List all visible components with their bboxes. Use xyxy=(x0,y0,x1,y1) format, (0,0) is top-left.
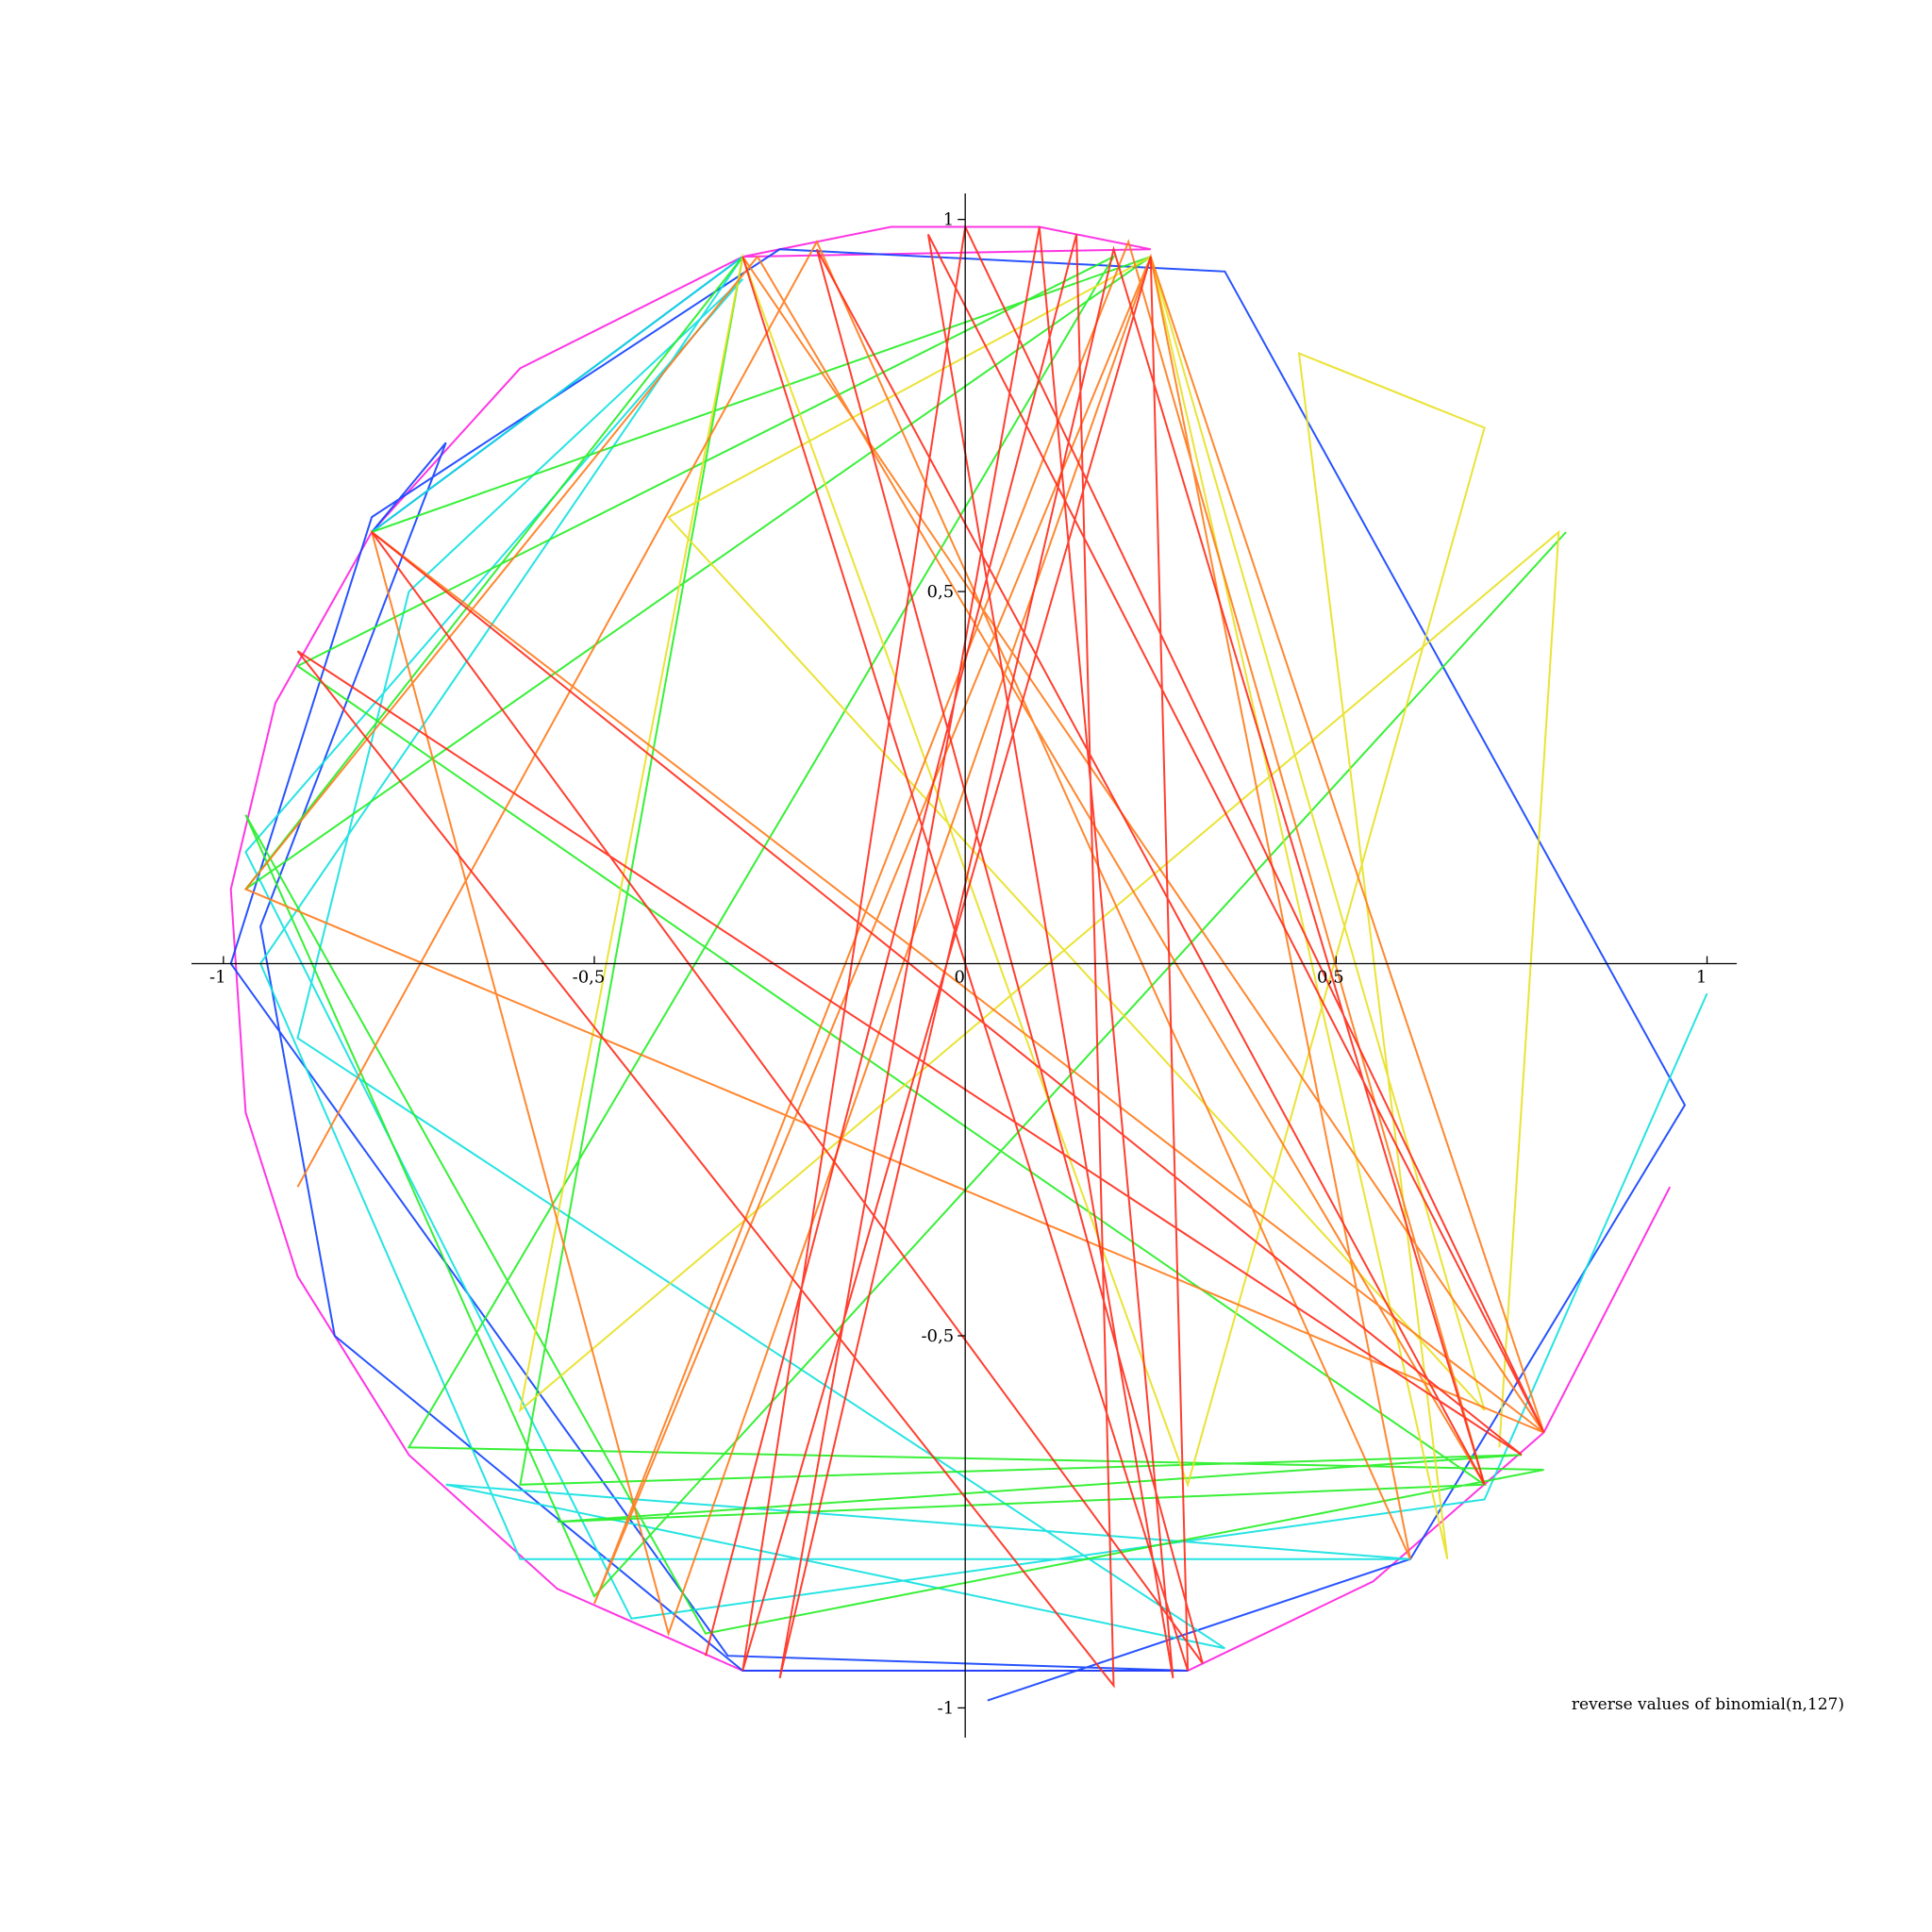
x-tick-label: 0 xyxy=(954,968,964,988)
data-line xyxy=(244,254,1567,1635)
x-tick-label: -0,5 xyxy=(573,968,606,988)
chart-title: reverse values of binomial(n,127) xyxy=(1572,1695,1844,1714)
x-tick-label: 0,5 xyxy=(1317,968,1344,988)
y-tick-label: 1 xyxy=(943,210,954,230)
y-tick-label: -1 xyxy=(938,1698,955,1718)
y-tick-label: -0,5 xyxy=(921,1326,954,1346)
data-line xyxy=(229,225,1672,1672)
x-tick-label: 1 xyxy=(1696,968,1707,988)
data-line xyxy=(244,256,1708,1650)
data-line xyxy=(229,248,1687,1702)
x-tick-label: -1 xyxy=(209,968,226,988)
data-line xyxy=(518,253,1560,1559)
y-tick-label: 0,5 xyxy=(927,582,955,602)
